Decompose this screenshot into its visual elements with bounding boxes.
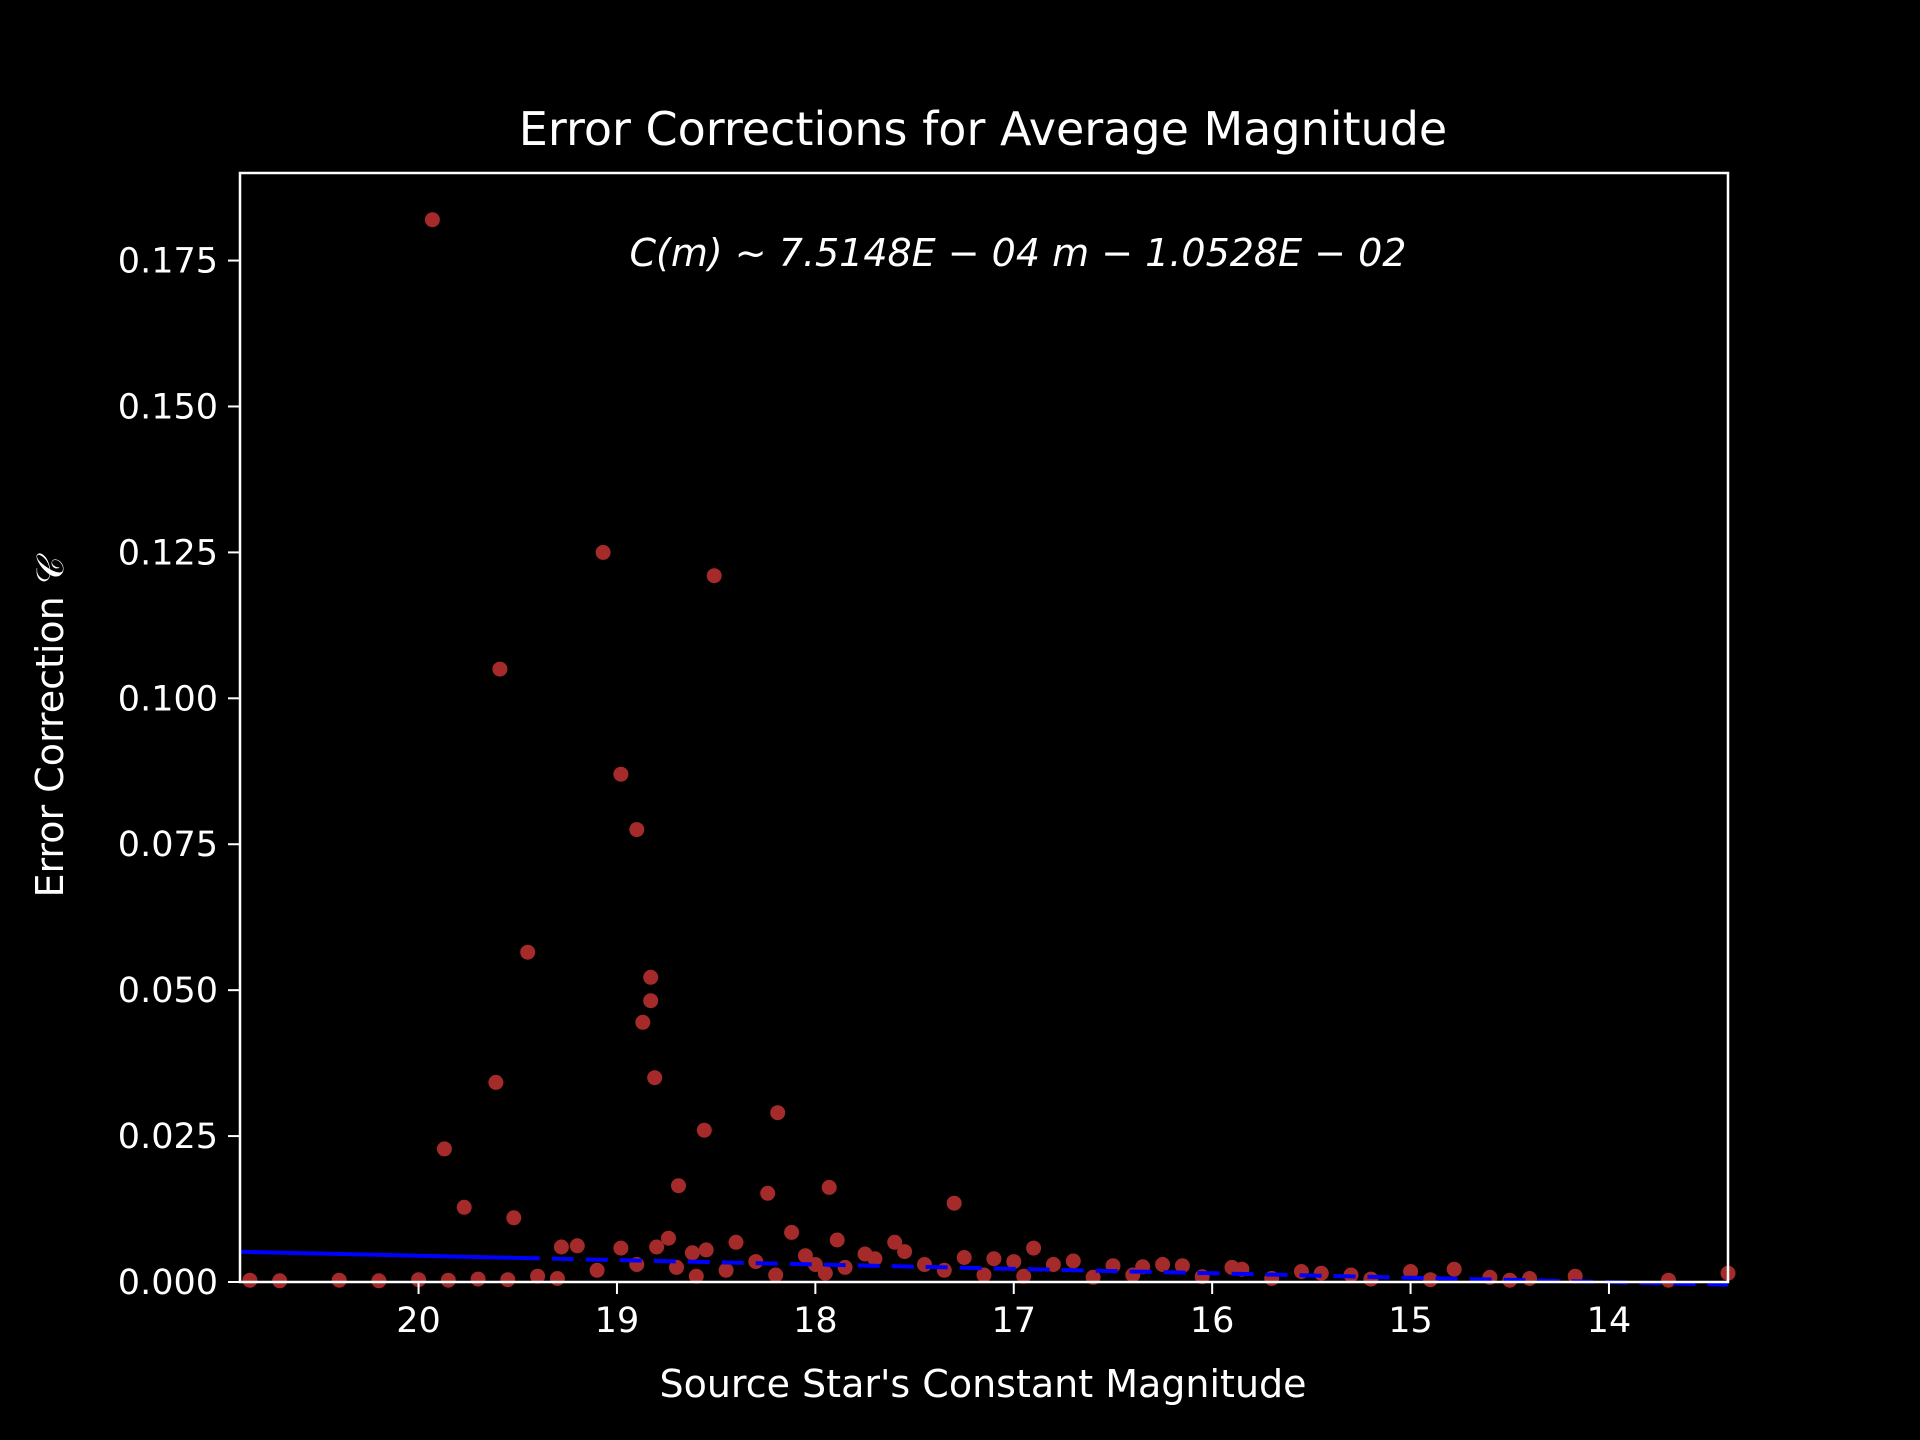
data-point-64 — [669, 1259, 684, 1275]
data-point-8 — [643, 993, 659, 1009]
data-point-63 — [718, 1262, 734, 1278]
data-point-72 — [242, 1272, 258, 1288]
data-point-58 — [807, 1257, 823, 1272]
data-point-55 — [1661, 1272, 1676, 1288]
data-point-36 — [956, 1250, 972, 1265]
data-point-61 — [917, 1257, 932, 1272]
data-point-79 — [817, 1265, 833, 1281]
data-point-78 — [768, 1267, 784, 1283]
data-point-19 — [456, 1199, 472, 1215]
data-point-69 — [411, 1272, 427, 1288]
x-tick-label-0: 20 — [396, 1301, 441, 1341]
x-tick-label-5: 15 — [1388, 1301, 1433, 1341]
x-tick-label-4: 16 — [1190, 1301, 1235, 1341]
data-point-27 — [569, 1238, 585, 1254]
data-point-25 — [887, 1234, 903, 1250]
data-point-1 — [595, 544, 611, 560]
data-point-0 — [424, 212, 440, 228]
data-point-38 — [1006, 1254, 1022, 1270]
data-point-50 — [1403, 1264, 1419, 1279]
data-point-75 — [500, 1272, 516, 1288]
data-point-2 — [706, 568, 722, 584]
y-tick-label-1: 0.025 — [118, 1117, 218, 1157]
y-tick-label-3: 0.075 — [118, 825, 218, 865]
data-point-67 — [530, 1268, 546, 1284]
data-point-26 — [1026, 1240, 1042, 1256]
data-point-48 — [1313, 1265, 1329, 1281]
data-point-12 — [770, 1105, 786, 1121]
data-point-31 — [698, 1242, 714, 1258]
x-tick-label-3: 17 — [991, 1301, 1036, 1341]
data-point-76 — [549, 1271, 565, 1286]
data-point-86 — [1363, 1271, 1379, 1287]
data-point-22 — [661, 1230, 676, 1246]
data-point-80 — [976, 1267, 992, 1283]
data-point-60 — [867, 1251, 883, 1267]
data-point-87 — [1422, 1272, 1438, 1288]
data-point-6 — [520, 944, 536, 960]
data-point-81 — [1016, 1268, 1032, 1284]
data-point-16 — [821, 1179, 837, 1195]
y-tick-label-6: 0.150 — [118, 387, 218, 427]
fit-equation-annotation: C(m) ~ 7.5148E − 04 m − 1.0528E − 02 — [630, 231, 1407, 275]
data-point-70 — [331, 1272, 347, 1288]
x-axis-ticks: 20 19 18 17 16 15 14 — [396, 1282, 1631, 1341]
y-axis-label: Error Correction 𝒞 — [28, 553, 72, 897]
data-point-30 — [649, 1239, 665, 1255]
y-tick-label-4: 0.100 — [118, 679, 218, 719]
data-point-35 — [897, 1244, 913, 1260]
data-point-7 — [643, 969, 659, 985]
data-point-10 — [488, 1074, 504, 1090]
data-point-33 — [797, 1248, 813, 1264]
data-point-13 — [696, 1122, 712, 1138]
data-point-28 — [553, 1239, 569, 1255]
x-tick-label-1: 19 — [595, 1301, 640, 1341]
data-point-40 — [1065, 1253, 1081, 1269]
data-point-77 — [688, 1268, 704, 1284]
data-point-18 — [946, 1195, 962, 1211]
data-point-4 — [613, 766, 629, 782]
data-point-62 — [936, 1262, 952, 1278]
data-point-15 — [671, 1178, 686, 1194]
data-point-14 — [436, 1141, 452, 1157]
fit-line-solid — [239, 1249, 518, 1260]
data-point-20 — [506, 1210, 522, 1226]
data-point-68 — [470, 1271, 486, 1287]
data-point-11 — [647, 1070, 663, 1086]
chart-title: Error Corrections for Average Magnitude — [519, 102, 1447, 156]
y-tick-label-5: 0.125 — [118, 533, 218, 573]
data-point-44 — [1174, 1258, 1190, 1274]
x-tick-label-6: 14 — [1587, 1301, 1632, 1341]
data-point-66 — [589, 1262, 605, 1278]
data-point-21 — [784, 1224, 800, 1240]
data-point-9 — [635, 1014, 651, 1030]
data-point-24 — [728, 1234, 744, 1250]
x-tick-label-2: 18 — [793, 1301, 838, 1341]
data-point-29 — [613, 1240, 629, 1256]
data-point-59 — [837, 1259, 853, 1275]
y-tick-label-0: 0.000 — [118, 1263, 218, 1303]
data-point-23 — [829, 1232, 845, 1248]
data-point-32 — [684, 1245, 700, 1261]
x-axis-label: Source Star's Constant Magnitude — [659, 1362, 1306, 1406]
data-point-3 — [492, 661, 508, 677]
data-point-74 — [440, 1272, 456, 1288]
data-point-51 — [1446, 1261, 1462, 1277]
data-point-17 — [760, 1185, 776, 1201]
data-point-43 — [1155, 1257, 1171, 1272]
y-tick-label-2: 0.050 — [118, 971, 218, 1011]
y-axis-ticks: 0.000 0.025 0.050 0.075 0.100 0.125 0.150 0.175 — [118, 242, 240, 1303]
plot-frame — [238, 171, 1730, 1284]
data-point-5 — [629, 822, 645, 838]
data-point-37 — [986, 1251, 1002, 1267]
fit-line-layer — [239, 1249, 1729, 1287]
y-tick-label-7: 0.175 — [118, 242, 218, 282]
